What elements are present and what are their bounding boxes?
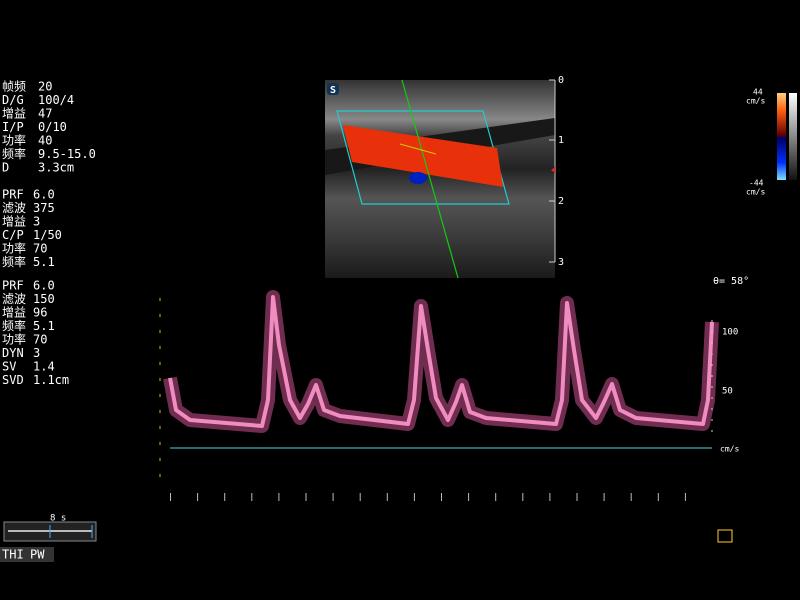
tissue bbox=[325, 80, 555, 278]
param-label: 滤波 bbox=[2, 201, 26, 215]
focus-marker bbox=[551, 167, 555, 173]
velocity-unit: cm/s bbox=[720, 445, 739, 454]
depth-label: 2 bbox=[558, 196, 564, 207]
color-bar-top-unit: cm/s bbox=[746, 97, 765, 106]
param-label: SVD bbox=[2, 373, 24, 387]
color-bar-bottom: -44 bbox=[749, 179, 764, 188]
doppler-spectrum: 100 50 cm/s bbox=[159, 290, 739, 501]
param-label: 频率 bbox=[2, 318, 26, 333]
param-label: 功率 bbox=[2, 241, 26, 256]
param-label: 滤波 bbox=[2, 292, 26, 306]
param-label: DYN bbox=[2, 346, 24, 360]
param-value: 70 bbox=[33, 333, 47, 347]
param-value: 20 bbox=[38, 80, 52, 94]
mode-bar bbox=[0, 547, 54, 562]
depth-label: 0 bbox=[558, 75, 564, 86]
param-value: 3 bbox=[33, 346, 40, 360]
param-label: 功率 bbox=[2, 133, 26, 148]
param-label: SV bbox=[2, 360, 16, 374]
param-value: 1.1cm bbox=[33, 373, 69, 387]
mode-pw: PW bbox=[30, 548, 45, 562]
param-value: 5.1 bbox=[33, 319, 55, 333]
color-box bbox=[336, 110, 510, 205]
param-value: 47 bbox=[38, 107, 52, 121]
param-value: 70 bbox=[33, 242, 47, 256]
mode-thi: THI bbox=[2, 548, 24, 562]
param-label: I/P bbox=[2, 120, 24, 134]
velocity-label: 50 bbox=[722, 387, 733, 397]
probe-icon-bg bbox=[327, 83, 339, 95]
angle: θ= 58° bbox=[713, 276, 749, 287]
param-label: D bbox=[2, 161, 9, 175]
cursor-line bbox=[401, 79, 459, 279]
depth-label: 3 bbox=[558, 257, 564, 268]
flow-blue bbox=[409, 172, 427, 184]
param-value: 3.3cm bbox=[38, 161, 74, 175]
param-label: 频率 bbox=[2, 254, 26, 269]
param-value: 0/10 bbox=[38, 120, 67, 134]
param-label: 增益 bbox=[2, 306, 26, 320]
b-mode-image: S bbox=[325, 79, 556, 279]
param-value: 9.5-15.0 bbox=[38, 147, 96, 161]
gate bbox=[399, 143, 437, 155]
param-value: 6.0 bbox=[33, 188, 55, 202]
param-label: 增益 bbox=[2, 107, 26, 121]
param-value: 40 bbox=[38, 134, 52, 148]
color-bar-bottom-unit: cm/s bbox=[746, 188, 765, 197]
gray-bar bbox=[789, 93, 797, 180]
spectrum-trace bbox=[168, 295, 714, 428]
color-bar-top: 44 bbox=[753, 88, 763, 97]
param-value: 100/4 bbox=[38, 93, 74, 107]
velocity-label: 100 bbox=[722, 328, 738, 338]
status-icon bbox=[717, 529, 733, 543]
timeline-label: 8 s bbox=[50, 514, 66, 524]
param-value: 3 bbox=[33, 215, 40, 229]
param-value: 5.1 bbox=[33, 255, 55, 269]
param-label: 增益 bbox=[2, 215, 26, 229]
param-value: 6.0 bbox=[33, 279, 55, 293]
param-value: 96 bbox=[33, 306, 47, 320]
param-label: 频率 bbox=[2, 146, 26, 161]
param-label: PRF bbox=[2, 188, 24, 202]
param-value: 1.4 bbox=[33, 360, 55, 374]
param-label: PRF bbox=[2, 279, 24, 293]
color-bar bbox=[777, 93, 786, 180]
param-value: 150 bbox=[33, 292, 55, 306]
depth-label: 1 bbox=[558, 135, 564, 146]
param-label: 功率 bbox=[2, 332, 26, 347]
probe-icon: S bbox=[330, 85, 336, 96]
param-label: C/P bbox=[2, 228, 24, 242]
param-label: 帧频 bbox=[2, 80, 26, 94]
param-label: D/G bbox=[2, 93, 24, 107]
param-value: 1/50 bbox=[33, 228, 62, 242]
param-value: 375 bbox=[33, 201, 55, 215]
